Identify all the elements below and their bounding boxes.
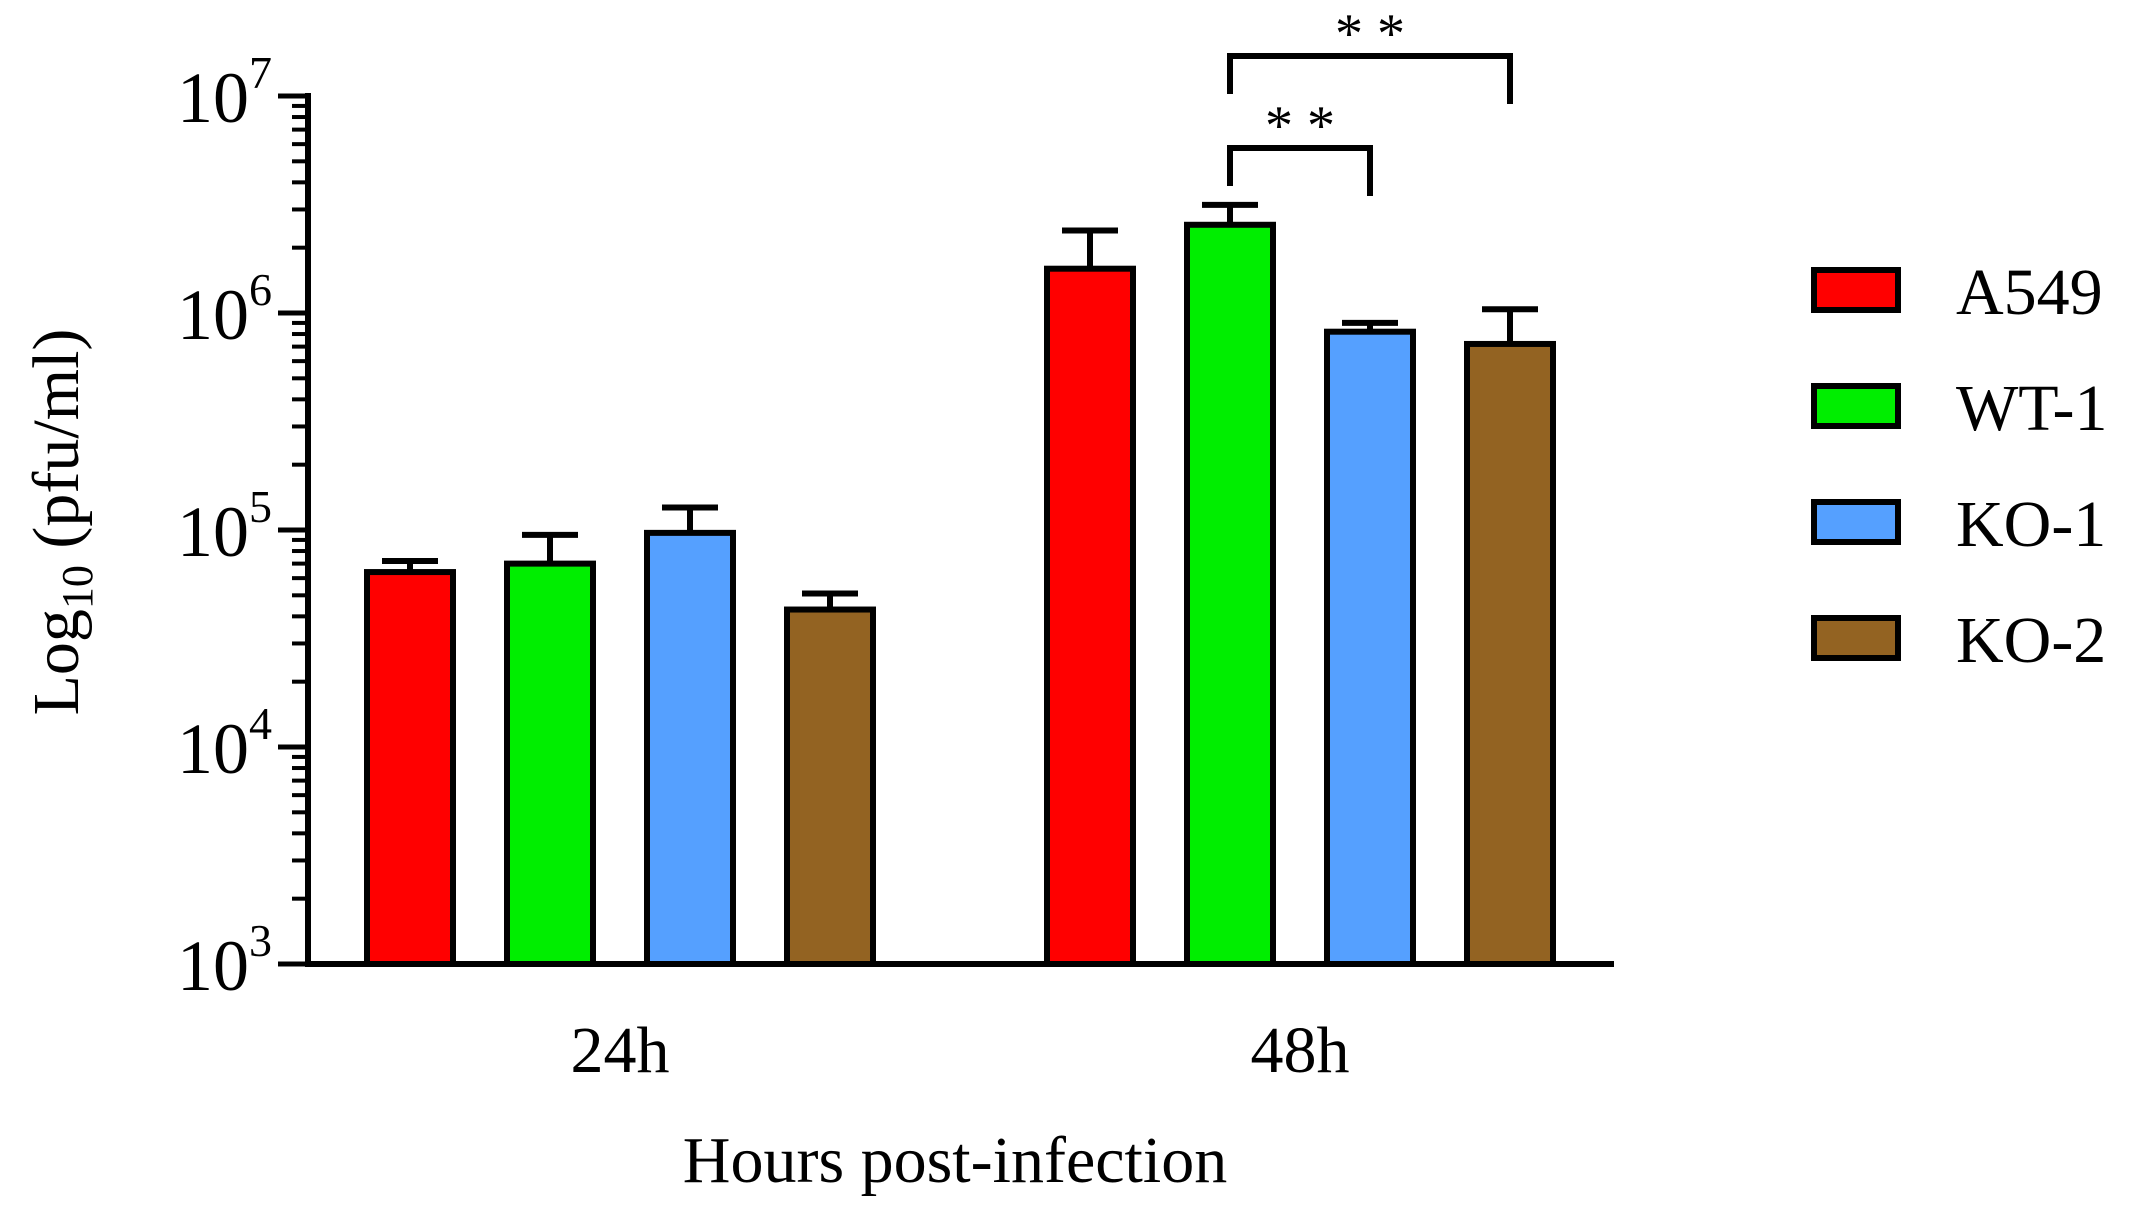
x-tick-label: 48h xyxy=(1251,1014,1350,1087)
bar-wt-1-24h xyxy=(504,560,596,967)
legend-swatch-ko-2 xyxy=(1811,615,1901,661)
legend-swatch-a549 xyxy=(1811,267,1901,313)
legend-swatch-wt-1 xyxy=(1811,383,1901,429)
axes-layer: 103 104 105 106 107 24h 48h xyxy=(177,47,1614,1087)
x-axis-label: Hours post-infection xyxy=(683,1124,1227,1197)
bar-wt-1-48h xyxy=(1184,221,1276,968)
bar-a549-24h xyxy=(364,569,456,967)
significance-label: * * xyxy=(1335,3,1405,65)
y-axis-label-main: Log xyxy=(20,609,93,715)
significance-layer: * ** * xyxy=(1227,3,1513,196)
y-axis-label: Log10 (pfu/ml) xyxy=(20,329,102,716)
legend-label-ko-1: KO-1 xyxy=(1956,488,2106,561)
bar-ko-2-48h xyxy=(1464,340,1556,967)
legend-label-ko-2: KO-2 xyxy=(1956,604,2106,677)
y-axis-label-rest: (pfu/ml) xyxy=(20,329,93,565)
legend-label-wt-1: WT-1 xyxy=(1956,372,2108,445)
bar-a549-48h xyxy=(1044,265,1136,967)
error-bars-layer xyxy=(382,201,1538,610)
bar-ko-1-24h xyxy=(644,529,736,967)
y-tick-label: 105 xyxy=(177,481,272,572)
legend-label-a549: A549 xyxy=(1956,256,2103,329)
y-tick-label: 104 xyxy=(177,698,272,789)
y-tick-label: 107 xyxy=(177,47,272,138)
bars-layer xyxy=(364,221,1556,968)
legend: A549 WT-1 KO-1 KO-2 xyxy=(1811,256,2108,677)
legend-swatch-ko-1 xyxy=(1811,499,1901,545)
y-axis-label-subscript: 10 xyxy=(53,565,102,609)
bar-ko-2-24h xyxy=(784,606,876,967)
significance-bracket xyxy=(1227,53,1513,104)
significance-label: * * xyxy=(1265,95,1335,157)
bar-ko-1-48h xyxy=(1324,328,1416,967)
x-tick-label: 24h xyxy=(571,1014,670,1087)
y-tick-label: 103 xyxy=(177,915,272,1006)
y-tick-label: 106 xyxy=(177,264,272,355)
significance-bracket xyxy=(1227,145,1373,196)
